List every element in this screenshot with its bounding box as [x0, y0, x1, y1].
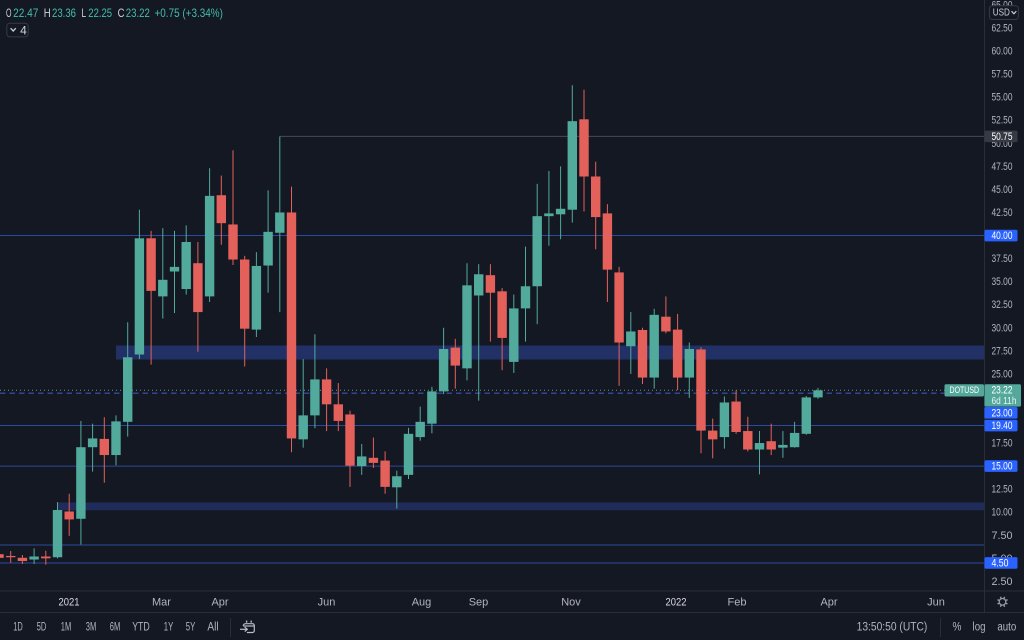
svg-text:O: O — [6, 6, 12, 20]
svg-text:57.50: 57.50 — [992, 69, 1013, 81]
svg-text:Aug: Aug — [412, 596, 432, 608]
svg-text:L: L — [82, 6, 87, 20]
svg-text:%: % — [953, 622, 962, 634]
svg-text:22.25: 22.25 — [88, 6, 112, 20]
svg-text:Sep: Sep — [469, 596, 489, 608]
svg-text:H: H — [44, 6, 51, 20]
svg-text:60.00: 60.00 — [992, 46, 1013, 58]
svg-text:5D: 5D — [37, 622, 47, 634]
svg-text:6M: 6M — [110, 622, 121, 634]
svg-text:52.50: 52.50 — [992, 115, 1013, 127]
svg-text:23.00: 23.00 — [992, 407, 1013, 419]
svg-text:7.50: 7.50 — [992, 530, 1013, 542]
svg-text:2022: 2022 — [666, 596, 687, 608]
svg-text:27.50: 27.50 — [992, 345, 1013, 357]
svg-text:42.50: 42.50 — [992, 207, 1013, 219]
svg-text:USD: USD — [993, 8, 1010, 19]
svg-text:All: All — [207, 622, 218, 634]
svg-text:2.50: 2.50 — [992, 576, 1013, 588]
svg-text:25.00: 25.00 — [992, 368, 1013, 380]
svg-text:17.50: 17.50 — [992, 438, 1013, 450]
svg-text:1D: 1D — [13, 622, 23, 634]
svg-text:+0.75 (+3.34%): +0.75 (+3.34%) — [155, 6, 223, 20]
svg-text:Feb: Feb — [728, 596, 747, 608]
svg-text:47.50: 47.50 — [992, 161, 1013, 173]
svg-text:Jun: Jun — [318, 596, 336, 608]
svg-text:35.00: 35.00 — [992, 276, 1013, 288]
svg-text:12.50: 12.50 — [992, 484, 1013, 496]
svg-text:30.00: 30.00 — [992, 322, 1013, 334]
svg-text:2021: 2021 — [59, 596, 80, 608]
svg-text:37.50: 37.50 — [992, 253, 1013, 265]
svg-text:19.40: 19.40 — [992, 420, 1013, 432]
svg-text:50.75: 50.75 — [992, 131, 1013, 143]
svg-text:log: log — [973, 622, 986, 634]
svg-text:Mar: Mar — [152, 596, 171, 608]
svg-text:23.22: 23.22 — [992, 385, 1013, 397]
svg-text:22.47: 22.47 — [13, 6, 38, 20]
svg-text:5Y: 5Y — [186, 622, 196, 634]
svg-text:6d 11h: 6d 11h — [992, 395, 1017, 407]
svg-text:C: C — [118, 6, 125, 20]
svg-text:32.50: 32.50 — [992, 299, 1013, 311]
svg-text:23.22: 23.22 — [126, 6, 150, 20]
svg-text:40.00: 40.00 — [992, 230, 1013, 242]
svg-text:62.50: 62.50 — [992, 23, 1013, 35]
svg-text:4.50: 4.50 — [992, 558, 1009, 570]
svg-text:Apr: Apr — [820, 596, 837, 608]
svg-text:45.00: 45.00 — [992, 184, 1013, 196]
svg-text:DOTUSD: DOTUSD — [950, 385, 980, 396]
svg-text:10.00: 10.00 — [992, 507, 1013, 519]
svg-text:auto: auto — [997, 622, 1016, 634]
svg-text:15.00: 15.00 — [992, 461, 1013, 473]
svg-text:1M: 1M — [61, 622, 72, 634]
svg-text:Nov: Nov — [561, 596, 581, 608]
svg-text:Apr: Apr — [211, 596, 228, 608]
svg-text:4: 4 — [20, 23, 27, 37]
svg-text:13:50:50 (UTC): 13:50:50 (UTC) — [857, 622, 928, 634]
svg-text:3M: 3M — [86, 622, 97, 634]
svg-text:23.36: 23.36 — [52, 6, 76, 20]
svg-text:YTD: YTD — [132, 622, 150, 634]
svg-text:Jun: Jun — [927, 596, 945, 608]
svg-text:55.00: 55.00 — [992, 92, 1013, 104]
svg-text:1Y: 1Y — [164, 622, 174, 634]
